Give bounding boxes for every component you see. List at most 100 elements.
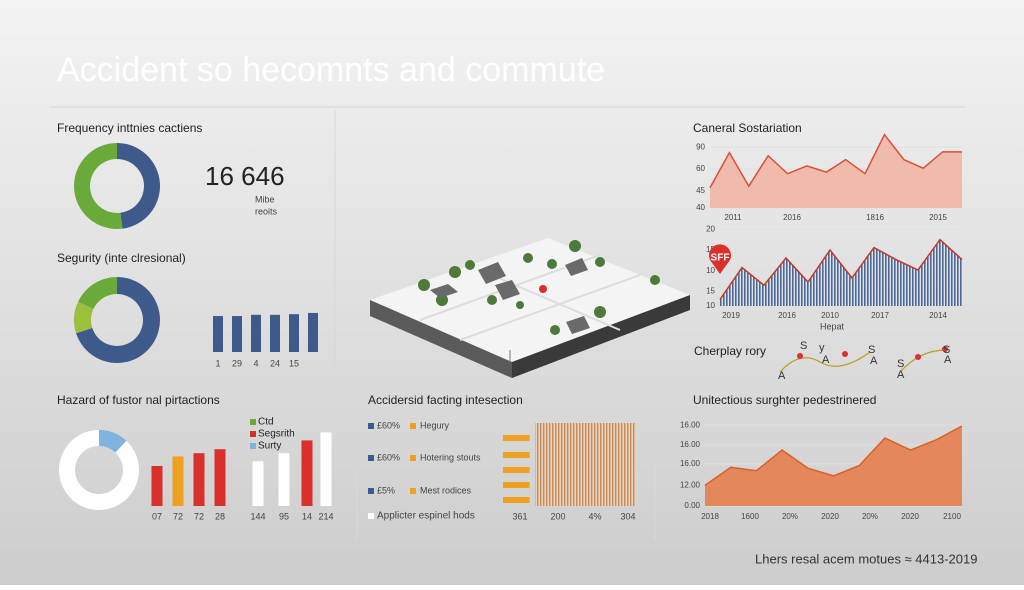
y-tick-label: 60 (696, 164, 705, 173)
x-tick-label: 15 (289, 358, 299, 368)
y-tick-label: 10 (706, 301, 715, 310)
bar (503, 482, 530, 488)
x-tick-label: 24 (270, 358, 280, 368)
donut-slice (99, 430, 127, 453)
x-tick-label: 2011 (724, 213, 742, 222)
x-tick-label: 1600 (741, 512, 759, 521)
y-tick-label: 16.00 (680, 440, 701, 449)
routes-title: Cherplay rory (694, 344, 766, 358)
area (710, 134, 962, 208)
y-tick-label: 0.00 (684, 501, 700, 510)
legend-label: Surty (258, 441, 281, 452)
x-tick-label: 2016 (778, 311, 796, 320)
legend-label: Applicter espinel hods (377, 511, 475, 522)
x-tick-label: 144 (250, 511, 265, 521)
area-line (709, 133, 962, 189)
stat-number: 16 646 (205, 161, 285, 191)
legend-label: Hotering stouts (420, 452, 481, 462)
panel-title: Caneral Sostariation (693, 121, 802, 135)
legend-swatch (250, 443, 256, 449)
bar (278, 453, 290, 506)
bar (503, 467, 530, 473)
bar (193, 453, 205, 506)
legend-value: £60% (377, 420, 400, 430)
x-tick-label: 4% (588, 511, 601, 521)
panel-title: Hazard of fustor nal pirtactions (57, 393, 220, 407)
y-tick-label: 45 (696, 186, 705, 195)
bar (172, 456, 184, 506)
bar (232, 316, 242, 352)
route-label: A (870, 355, 878, 367)
legend-value: £5% (377, 485, 395, 495)
panel-title: Segurity (inte clresional) (57, 251, 186, 265)
bar (213, 316, 223, 352)
area (720, 239, 962, 306)
bar (289, 314, 299, 352)
x-tick-label: 20% (862, 512, 878, 521)
x-tick-label: 2020 (821, 512, 839, 521)
y-tick-label: 15 (706, 287, 715, 296)
bar (252, 461, 264, 506)
striped-block (535, 423, 636, 506)
donut-slice (74, 142, 123, 229)
x-tick-label: 2014 (929, 311, 947, 320)
x-tick-label: 2017 (871, 311, 889, 320)
x-tick-label: 4 (253, 358, 258, 368)
x-tick-label: 214 (318, 511, 333, 521)
x-tick-label: 361 (512, 511, 527, 521)
donut-slice (76, 277, 161, 363)
x-tick-label: 2016 (783, 213, 801, 222)
x-tick-label: 07 (152, 511, 162, 521)
area-line (704, 425, 963, 486)
bar (270, 314, 280, 352)
route-label: S (868, 344, 875, 356)
x-tick-label: 1816 (866, 213, 884, 222)
x-tick-label: 28 (215, 511, 225, 521)
legend-value: £60% (377, 452, 400, 462)
donut-slice (78, 277, 117, 309)
route-label: y (819, 342, 825, 354)
x-tick-label: 72 (194, 511, 204, 521)
legend-swatch (250, 419, 256, 425)
stat-line: reoits (255, 206, 278, 216)
donut-slice (117, 143, 161, 229)
x-tick-label: 72 (173, 511, 183, 521)
x-tick-label: 1 (215, 358, 220, 368)
x-tick-label: 2015 (929, 213, 947, 222)
y-tick-label: 20 (706, 224, 715, 233)
route-lines (779, 346, 948, 373)
bar (503, 497, 530, 503)
legend-label: Hegury (420, 420, 450, 430)
y-tick-label: 12.00 (680, 480, 701, 489)
route-label: A (778, 370, 786, 382)
area-line (719, 238, 963, 301)
area (705, 426, 962, 506)
bar (503, 452, 530, 458)
legend-swatch (410, 455, 416, 461)
route-label: S (897, 358, 904, 370)
legend-label: Ctd (258, 417, 274, 428)
legend-swatch (368, 455, 374, 461)
bar (301, 440, 313, 506)
panel-title: Unitectious surghter pedestrinered (693, 393, 876, 407)
donut-slice (58, 430, 139, 510)
legend-swatch (410, 423, 416, 429)
legend-swatch (368, 488, 374, 494)
footer: Lhers resal acem motues ≈ 4413-2019 (755, 551, 977, 566)
map-pin (709, 244, 732, 274)
x-axis-label: Hepat (820, 321, 845, 331)
panel-title: Accidersid facting intesection (368, 393, 523, 407)
bar (214, 449, 226, 506)
x-tick-label: 200 (550, 511, 565, 521)
route-label: A (944, 354, 952, 366)
x-tick-label: 2018 (701, 512, 719, 521)
page-title: Accident so hecomnts and commute (57, 51, 605, 89)
route-label: A (897, 369, 905, 381)
map-illustration (370, 238, 690, 378)
legend-swatch (250, 431, 256, 437)
x-tick-label: 20% (782, 512, 798, 521)
x-tick-label: 14 (302, 511, 312, 521)
legend-label: Segsrith (258, 429, 295, 440)
y-tick-label: 40 (696, 203, 705, 212)
